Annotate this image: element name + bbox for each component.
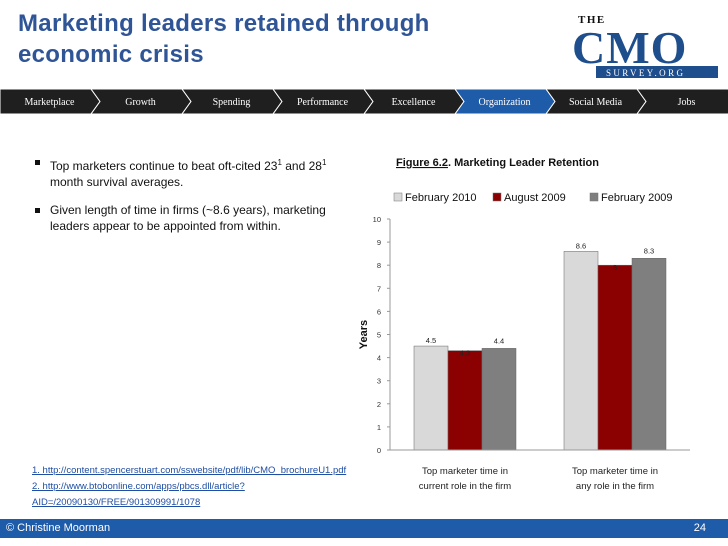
nav-item-marketplace[interactable]: Marketplace xyxy=(0,89,101,114)
nav-item-excellence[interactable]: Excellence xyxy=(363,89,465,114)
references: 1. http://content.spencerstuart.com/sswe… xyxy=(32,463,412,511)
y-tick-label: 7 xyxy=(377,284,381,293)
slide-title: Marketing leaders retained through econo… xyxy=(18,8,558,70)
legend-label: February 2009 xyxy=(601,192,673,204)
legend-item: February 2009 xyxy=(589,192,673,204)
bullet-text: and 28 xyxy=(281,159,322,173)
bullet-text: Given length of time in firms (~8.6 year… xyxy=(50,203,326,233)
reference-link-1[interactable]: 1. http://content.spencerstuart.com/sswe… xyxy=(32,465,347,476)
chart-title: Figure 6.2. Marketing Leader Retention xyxy=(396,157,599,169)
bar-data-label: 4.3 xyxy=(460,349,470,358)
y-tick-label: 3 xyxy=(377,377,381,386)
y-tick-label: 10 xyxy=(373,215,381,224)
nav-item-label: Jobs xyxy=(678,97,696,108)
bar-august-2009 xyxy=(597,264,633,451)
nav-item-label: Organization xyxy=(478,97,530,108)
y-tick-label: 2 xyxy=(377,400,381,409)
bar-data-label: 8.6 xyxy=(576,241,586,250)
x-category-label: Top marketer time in xyxy=(422,466,508,477)
bullet-item: Given length of time in firms (~8.6 year… xyxy=(34,203,334,234)
nav-item-growth[interactable]: Growth xyxy=(90,89,192,114)
nav-item-label: Spending xyxy=(213,97,251,108)
slide-title-line1: Marketing leaders retained through xyxy=(18,10,430,37)
nav-item-label: Social Media xyxy=(569,97,623,108)
bullet-footnote-ref: 1 xyxy=(321,158,327,167)
y-axis-label: Years xyxy=(358,320,370,349)
legend-item: August 2009 xyxy=(492,192,566,204)
footer-bar: © Christine Moorman 24 xyxy=(0,519,728,538)
nav-item-label: Growth xyxy=(125,97,156,108)
section-nav: Marketplace Growth Spending Performance Exce… xyxy=(0,89,728,114)
nav-item-label: Excellence xyxy=(392,97,436,108)
bullet-text: month survival averages. xyxy=(50,174,184,189)
page-number: 24 xyxy=(693,522,706,534)
x-category-label: Top marketer time in xyxy=(572,466,658,477)
logo-band xyxy=(596,66,718,78)
cmo-survey-logo: THE CMO SURVEY.ORG xyxy=(572,14,718,78)
nav-item-label: Performance xyxy=(297,97,349,108)
x-category-label: current role in the firm xyxy=(419,481,511,492)
bullet-text: Top marketers continue to beat oft-cited… xyxy=(50,159,278,173)
legend-label: August 2009 xyxy=(504,192,566,204)
y-tick-label: 0 xyxy=(377,446,381,455)
retention-bar-chart: Figure 6.2. Marketing Leader Retention Fe… xyxy=(358,157,690,492)
bar-data-label: 8.3 xyxy=(644,246,654,255)
legend-label: February 2010 xyxy=(405,192,477,204)
bar-february-2009 xyxy=(631,258,667,451)
bar-data-label: 4.5 xyxy=(426,336,436,345)
bar-august-2009 xyxy=(447,350,483,451)
copyright: © Christine Moorman xyxy=(6,522,111,534)
y-tick-label: 1 xyxy=(377,423,381,432)
y-tick-label: 9 xyxy=(377,238,381,247)
x-category-label: any role in the firm xyxy=(576,481,654,492)
bullet-footnote-ref: 1 xyxy=(277,158,282,167)
bullet-item: Top marketers continue to beat oft-cited… xyxy=(34,155,334,190)
nav-item-performance[interactable]: Performance xyxy=(272,89,374,114)
reference-link-2[interactable]: 2. http://www.btobonline.com/apps/pbcs.d… xyxy=(32,481,245,508)
nav-item-organization[interactable]: Organization xyxy=(454,89,556,114)
y-tick-label: 4 xyxy=(377,354,381,363)
bar-february-2009 xyxy=(481,348,517,451)
y-tick-label: 6 xyxy=(377,307,381,316)
bar-february-2010 xyxy=(413,345,449,451)
bar-february-2010 xyxy=(563,251,599,451)
y-tick-label: 5 xyxy=(377,331,381,340)
nav-item-label: Marketplace xyxy=(25,97,76,108)
figure-label: Figure 6.2 xyxy=(396,157,448,169)
slide-title-line2: economic crisis xyxy=(18,41,204,68)
logo-cmo: CMO xyxy=(572,22,687,73)
logo-survey: SURVEY.ORG xyxy=(606,68,685,78)
nav-item-spending[interactable]: Spending xyxy=(181,89,283,114)
legend-item: February 2010 xyxy=(393,192,477,204)
logo-the: THE xyxy=(578,14,606,26)
nav-item-jobs[interactable]: Jobs xyxy=(636,89,728,114)
bullet-list: Top marketers continue to beat oft-cited… xyxy=(34,155,334,243)
bar-data-label: 8 xyxy=(613,263,617,272)
nav-item-social-media[interactable]: Social Media xyxy=(545,89,647,114)
y-tick-label: 8 xyxy=(377,261,381,270)
bar-data-label: 4.4 xyxy=(494,336,504,345)
